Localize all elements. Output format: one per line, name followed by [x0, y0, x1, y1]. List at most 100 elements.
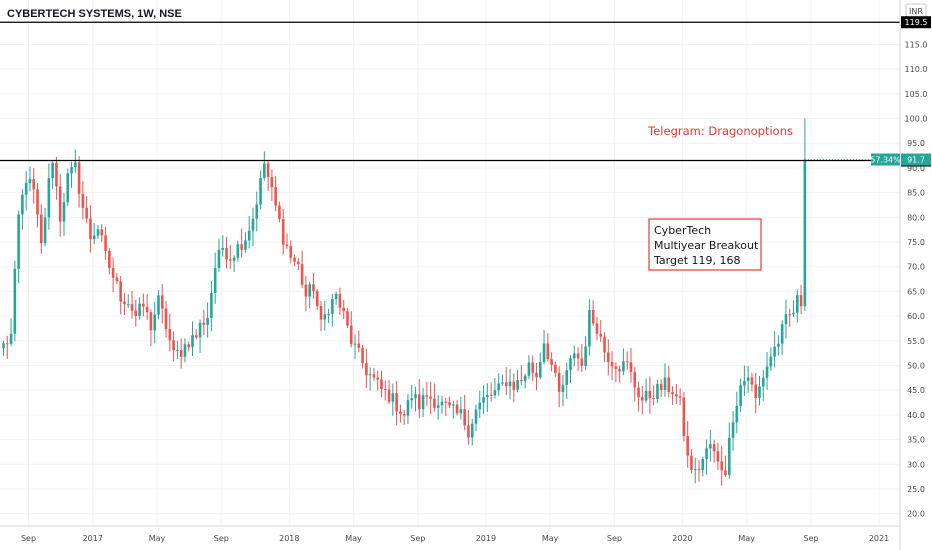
candle-body — [327, 313, 330, 315]
time-tick-label: 2017 — [83, 534, 103, 543]
candle-body — [418, 394, 421, 410]
candle-body — [164, 308, 168, 330]
time-axis-ticks[interactable]: Sep 2017 May Sep 2018 May Sep 2019 May Sep 2020 May… — [21, 534, 932, 543]
candle-body — [2, 343, 5, 349]
candle-body — [739, 385, 742, 406]
candle-body — [315, 291, 319, 306]
candle-body — [304, 284, 308, 297]
candle-body — [365, 363, 368, 376]
candle-body — [542, 343, 546, 363]
candle-body — [501, 382, 504, 384]
candle-body — [115, 277, 119, 282]
candle-body — [13, 268, 17, 334]
candle-body — [796, 295, 799, 313]
candle-body — [74, 162, 77, 167]
change-badge-label: 57.34% — [870, 156, 901, 165]
candle-body — [554, 364, 557, 373]
candle-body — [765, 366, 769, 378]
candle-body — [531, 362, 534, 373]
candle-body — [512, 381, 516, 390]
candle-body — [591, 309, 595, 324]
candle-body — [70, 166, 73, 174]
currency-badge[interactable]: INR — [905, 3, 927, 19]
candle-body — [429, 396, 432, 399]
price-tick-label: 110.0 — [905, 65, 928, 74]
candle-body — [194, 335, 198, 338]
candle-body — [780, 324, 784, 344]
candle-body — [368, 374, 372, 376]
candle-body — [648, 390, 652, 399]
candle-body — [263, 163, 266, 178]
time-tick-label: 2020 — [672, 534, 692, 543]
last-price-badge — [901, 153, 931, 166]
candle-body — [724, 470, 727, 475]
candle-body — [312, 284, 315, 292]
last-price-badge-label: 91.7 — [907, 156, 925, 165]
price-tick-label: 40.0 — [907, 411, 925, 420]
time-tick-label: May — [738, 534, 755, 543]
candle-body — [213, 267, 217, 293]
candle-body — [678, 396, 682, 398]
candle-body — [229, 259, 232, 261]
candle-body — [761, 377, 765, 387]
candle-body — [198, 322, 202, 338]
price-tick-label: 60.0 — [907, 312, 925, 321]
candle-body — [622, 361, 625, 372]
time-tick-label: 2019 — [476, 534, 496, 543]
candle-body — [21, 194, 24, 215]
candle-body — [342, 307, 345, 312]
breakout-annotation-box: CyberTech Multiyear Breakout Target 119,… — [648, 218, 762, 271]
candle-body — [236, 244, 240, 258]
time-tick-label: May — [149, 534, 166, 543]
candle-body — [459, 409, 463, 414]
candle-body — [160, 295, 164, 309]
currency-label: INR — [909, 7, 923, 16]
time-tick-label: Sep — [410, 534, 425, 543]
candle-body — [788, 314, 792, 316]
time-tick-label: Sep — [21, 534, 36, 543]
price-axis[interactable] — [900, 0, 932, 550]
candle-body — [40, 214, 43, 244]
price-axis-ticks: 20.0 25.0 30.0 35.0 40.0 45.0 50.0 55.0 60.0 65.0… — [905, 40, 928, 518]
candle-body — [561, 384, 565, 392]
candle-body — [754, 384, 758, 399]
candle-body — [504, 382, 508, 387]
candle-body — [251, 218, 255, 231]
price-tick-label: 115.0 — [905, 40, 928, 49]
candle-body — [96, 229, 100, 236]
candle-body — [142, 303, 145, 307]
candle-body — [497, 383, 500, 391]
candle-body — [633, 372, 637, 388]
candle-body — [667, 377, 671, 393]
candle-body — [538, 362, 542, 378]
candle-body — [346, 311, 349, 326]
candle-body — [89, 218, 92, 240]
candle-body — [293, 257, 296, 262]
candle-body — [792, 312, 795, 315]
price-tick-label: 85.0 — [907, 189, 925, 198]
candle-body — [17, 214, 20, 269]
candle-body — [153, 314, 156, 331]
candle-body — [474, 409, 478, 424]
candle-body — [111, 267, 115, 278]
candle-body — [266, 163, 270, 178]
candle-body — [387, 389, 391, 402]
candle-body — [244, 240, 247, 250]
candle-body — [520, 379, 523, 382]
candle-body — [482, 397, 485, 403]
annotation-line-3: Target 119, 168 — [653, 254, 741, 267]
price-tick-label: 95.0 — [907, 139, 925, 148]
candle-body — [697, 469, 701, 471]
candle-body — [289, 246, 293, 258]
candle-body — [100, 229, 104, 236]
candle-body — [527, 362, 531, 376]
candle-body — [414, 394, 417, 399]
candle-body — [278, 205, 281, 220]
price-tick-label: 70.0 — [907, 263, 925, 272]
candle-body — [232, 257, 236, 261]
candle-body — [618, 368, 621, 372]
candle-body — [701, 458, 705, 471]
candle-body — [731, 422, 735, 438]
candle-body — [746, 377, 750, 381]
